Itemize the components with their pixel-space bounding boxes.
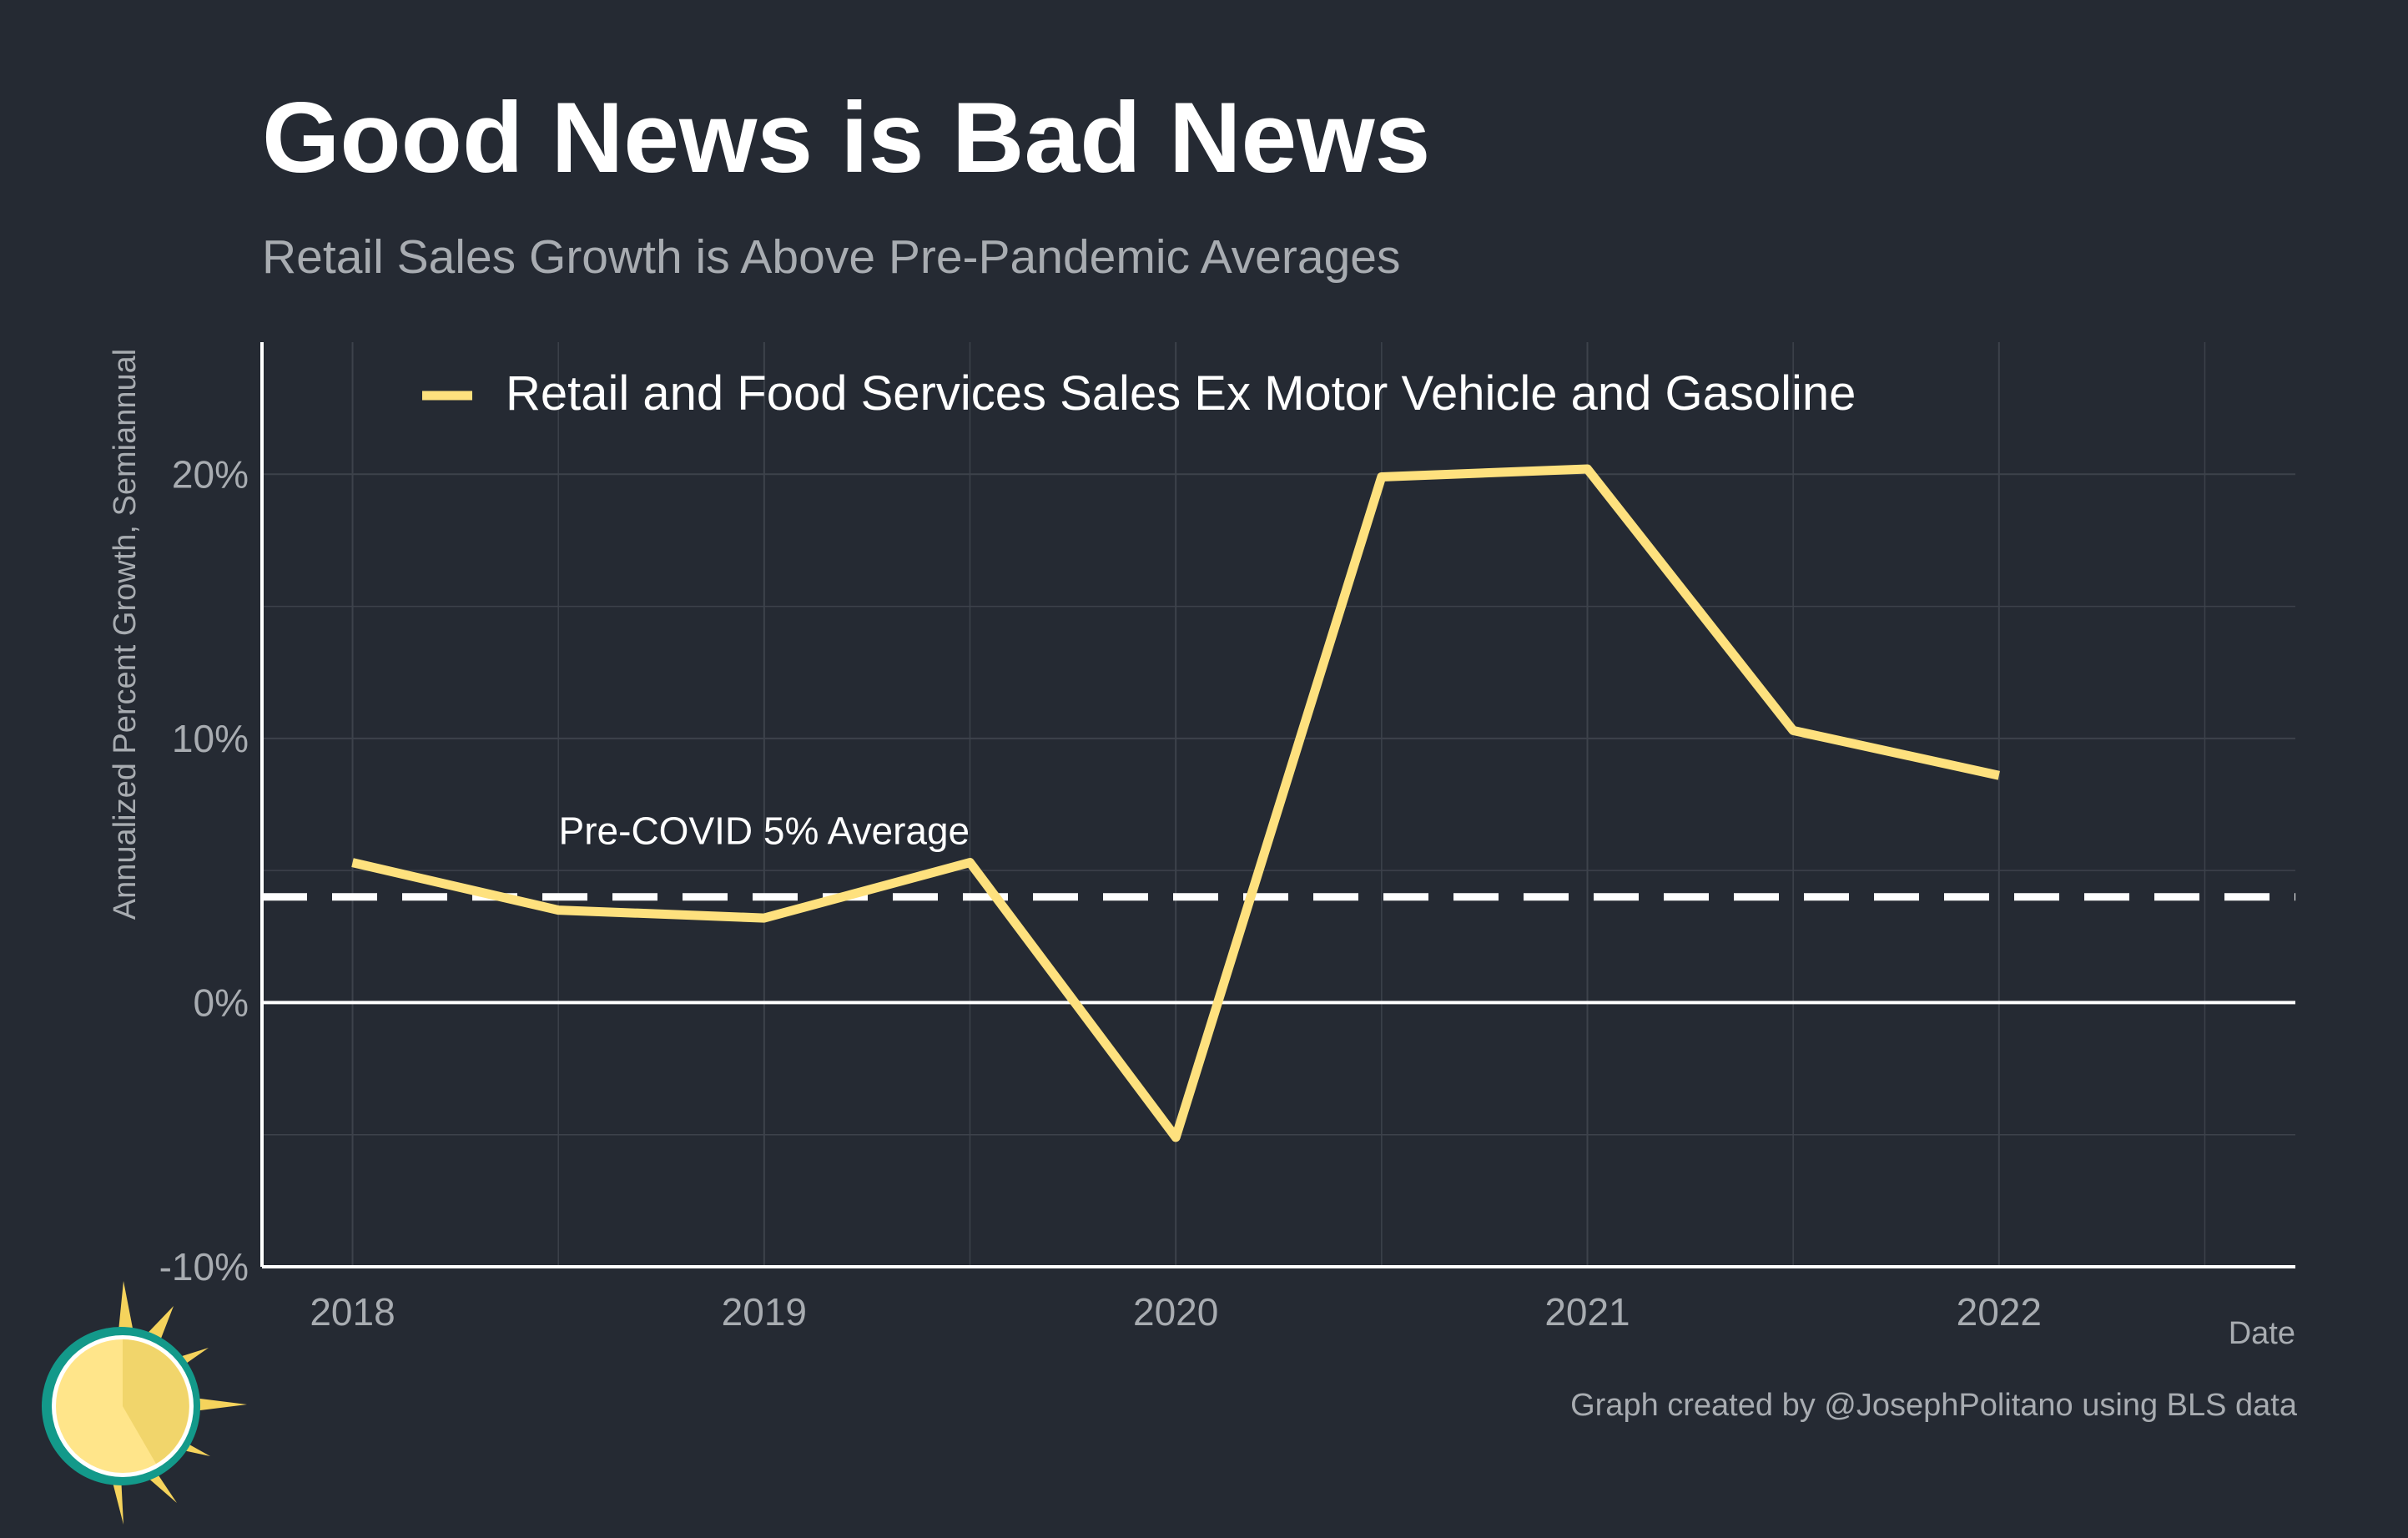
sun-logo-icon	[42, 1281, 247, 1525]
series-lines	[351, 464, 2000, 1142]
y-tick-label: -10%	[159, 1245, 249, 1288]
legend: Retail and Food Services Sales Ex Motor …	[422, 366, 1856, 421]
x-tick-label: 2019	[722, 1290, 807, 1334]
legend-label: Retail and Food Services Sales Ex Motor …	[506, 366, 1856, 421]
axes: -10% 0% 10% 20% 2018 2019 2020 2021 2022 Date Annu…	[108, 342, 2295, 1351]
x-tick-label: 2018	[310, 1290, 395, 1334]
x-tick-label: 2022	[1957, 1290, 2042, 1334]
chart-title: Good News is Bad News	[262, 82, 1431, 194]
x-tick-label: 2021	[1544, 1290, 1630, 1334]
source-caption: Graph created by @JosephPolitano using B…	[1570, 1388, 2297, 1423]
y-tick-label: 0%	[194, 981, 249, 1024]
reference-line-label: Pre-COVID 5% Average	[559, 809, 970, 853]
x-axis-label: Date	[2229, 1316, 2295, 1351]
grid	[262, 342, 2295, 1267]
reference-lines: Pre-COVID 5% Average	[262, 809, 2295, 1005]
y-axis-label: Annualized Percent Growth, Semiannual	[108, 349, 143, 920]
y-tick-label: 10%	[172, 717, 249, 760]
x-tick-label: 2020	[1133, 1290, 1218, 1334]
chart-subtitle: Retail Sales Growth is Above Pre-Pandemi…	[262, 230, 1401, 284]
y-tick-label: 20%	[172, 452, 249, 496]
